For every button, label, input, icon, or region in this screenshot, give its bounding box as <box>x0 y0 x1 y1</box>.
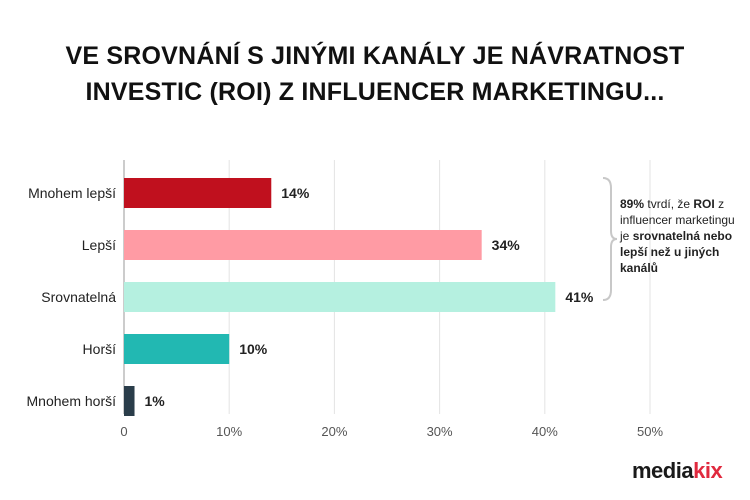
category-label: Mnohem lepší <box>28 185 116 201</box>
annotation-part: z influencer marketingu je <box>620 197 735 243</box>
category-label: Horší <box>83 341 117 357</box>
bar-4 <box>124 386 135 416</box>
title-line-1: VE SROVNÁNÍ S JINÝMI KANÁLY JE NÁVRATNOS… <box>65 42 685 70</box>
mediakix-logo: mediakix <box>632 458 723 484</box>
logo-part-media: media <box>632 458 694 483</box>
bar-2 <box>124 282 556 312</box>
x-tick-label: 30% <box>427 424 453 439</box>
annotation-part: tvrdí, že <box>644 197 694 211</box>
annotation-bracket <box>602 177 618 301</box>
annotation-part: srovnatelná nebo lepší než u jiných kaná… <box>620 229 733 275</box>
title-line-2: INVESTIC (ROI) Z INFLUENCER MARKETINGU..… <box>85 78 665 106</box>
annotation-part: ROI <box>693 197 715 211</box>
category-label: Mnohem horší <box>27 393 117 409</box>
bar-0 <box>124 178 272 208</box>
value-label: 1% <box>145 393 166 409</box>
bar-1 <box>124 230 482 260</box>
value-label: 34% <box>492 237 521 253</box>
x-tick-label: 10% <box>216 424 242 439</box>
category-label: Lepší <box>82 237 116 253</box>
value-label: 41% <box>565 289 594 305</box>
annotation-part: 89% <box>620 197 645 211</box>
chart-title: VE SROVNÁNÍ S JINÝMI KANÁLY JE NÁVRATNOS… <box>20 38 730 110</box>
annotation-text: 89% tvrdí, že ROI z influencer marketing… <box>620 196 742 276</box>
bar-3 <box>124 334 230 364</box>
category-label: Srovnatelná <box>41 289 116 305</box>
labels: 0 10% 20% 30% 40% 50% Mnohem lepší 14% Lepší 34% S… <box>27 185 664 439</box>
logo-part-kix: kix <box>693 458 723 483</box>
x-tick-label: 0 <box>120 424 127 439</box>
x-tick-label: 20% <box>321 424 347 439</box>
x-tick-label: 40% <box>532 424 558 439</box>
value-label: 10% <box>239 341 268 357</box>
x-tick-label: 50% <box>637 424 663 439</box>
value-label: 14% <box>281 185 310 201</box>
bars <box>124 178 556 416</box>
